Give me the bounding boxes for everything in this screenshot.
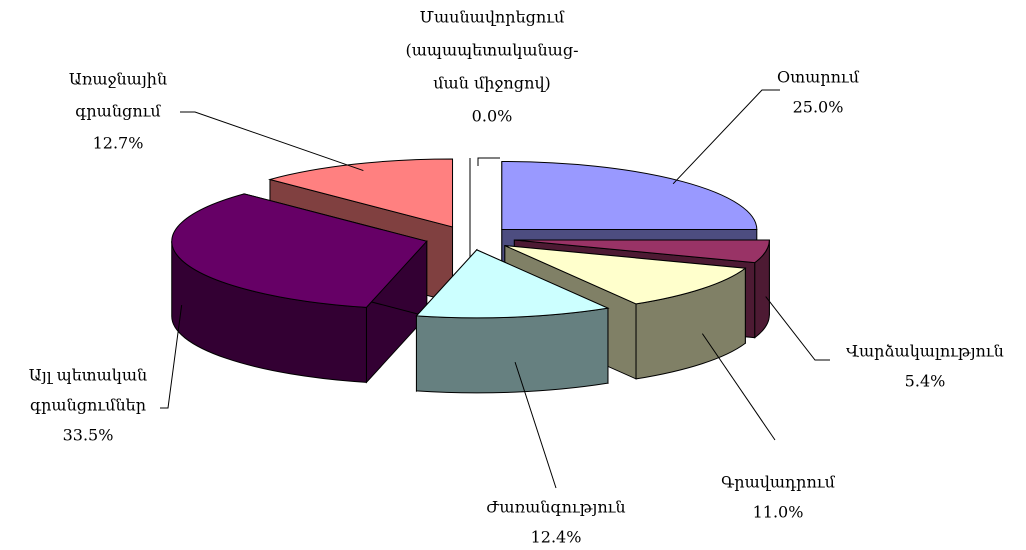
leader-line (180, 111, 364, 172)
data-label: Մասնավորեցում (ապապետականաց-ման միջոցով) 0… (405, 8, 579, 166)
value-label: 12.7% (93, 134, 144, 153)
leader-line (672, 89, 780, 185)
slice (171, 193, 428, 384)
value-label: 12.4% (531, 528, 582, 547)
category-label: Օտարում (777, 68, 860, 87)
category-label: Ժառանգություն (486, 498, 625, 517)
category-label: Այլ պետական (29, 366, 147, 385)
data-label: Առաջնային գրանցում 12.7% (69, 70, 364, 172)
data-label: Օտարում 25.0% (672, 68, 860, 185)
leader-line (765, 296, 830, 361)
value-label: 11.0% (753, 503, 804, 522)
leader-line (160, 305, 183, 409)
data-label: Գրավադրում 11.0% (701, 333, 836, 522)
slice (415, 248, 610, 394)
slice-top (501, 161, 758, 231)
slice-top (514, 239, 770, 264)
data-label: Ժառանգություն 12.4% (486, 361, 626, 547)
data-label: Այլ պետական գրանցումներ 33.5% (29, 305, 183, 445)
value-label: 25.0% (793, 98, 844, 117)
slice-top (415, 249, 610, 319)
category-label: ման միջոցով) (433, 74, 551, 93)
slice-top (504, 245, 747, 305)
category-label: գրանցումներ (30, 396, 146, 415)
leader-line (514, 361, 557, 489)
slice-top (268, 158, 454, 228)
value-label: 33.5% (63, 426, 114, 445)
leader-line (701, 333, 776, 441)
slice-wall (415, 307, 609, 394)
category-label: Վարձակալություն (846, 342, 1004, 361)
slice-top (171, 193, 428, 308)
data-label: Վարձակալություն 5.4% (765, 296, 1004, 391)
category-label: Մասնավորեցում (420, 8, 565, 27)
category-label: Առաջնային (69, 70, 167, 89)
category-label: գրանցում (75, 102, 161, 121)
leader-line (477, 157, 500, 166)
category-label: Գրավադրում (721, 473, 836, 492)
value-label: 5.4% (905, 372, 946, 391)
category-label: (ապապետականաց- (405, 41, 578, 60)
value-label: 0.0% (472, 107, 513, 126)
